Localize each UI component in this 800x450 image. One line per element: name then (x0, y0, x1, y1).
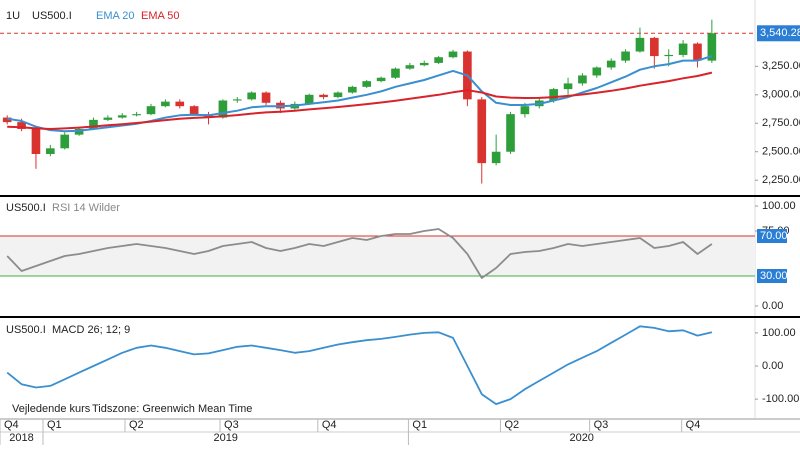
line-series (6, 228, 713, 279)
x-tick-label: Q4 (322, 419, 337, 431)
legend-entry: EMA 20 (96, 10, 135, 22)
last-price-label: 3,540.28 (760, 27, 800, 39)
level-label: 70.00 (760, 230, 788, 242)
panel-title: US500.I (6, 324, 46, 336)
candle-body (132, 114, 141, 116)
y-tick-label: 0.00 (762, 360, 783, 372)
candle-body (247, 92, 256, 100)
candle-body (693, 43, 702, 61)
candle-body (304, 94, 314, 104)
candle-body (621, 51, 630, 61)
y-tick-label: 0.00 (762, 300, 783, 312)
candle-body (376, 77, 386, 82)
candle-body (175, 101, 185, 107)
candle-body (89, 119, 98, 129)
last-price-box (757, 25, 800, 42)
panel-subtitle: RSI 14 Wilder (52, 202, 120, 214)
candle-body (31, 128, 41, 155)
candle-body (635, 37, 645, 52)
x-tick-label: Q3 (594, 419, 609, 431)
candle-body (60, 134, 70, 149)
candle-body (678, 43, 688, 55)
level-label-box (757, 229, 787, 243)
candle-body (419, 62, 429, 66)
y-tick-label: -100.00 (762, 393, 799, 405)
line-series (7, 55, 713, 133)
y-tick-label: 100.00 (762, 200, 796, 212)
candle-body (391, 68, 400, 78)
x-tick-label: Q3 (224, 419, 239, 431)
candle-body (707, 33, 717, 61)
candle-body (333, 92, 343, 98)
panel-title: US500.I (32, 10, 72, 22)
x-tick-label: Q2 (504, 419, 519, 431)
candle-body (506, 114, 515, 152)
panel-title: US500.I (6, 202, 46, 214)
candle-body (477, 99, 487, 164)
candle-body (74, 128, 84, 135)
candle-body (549, 89, 558, 101)
candle-body (448, 51, 458, 58)
candle-body (434, 57, 443, 63)
year-label: 2018 (9, 432, 33, 444)
candle-body (491, 151, 501, 164)
candle-body (520, 106, 530, 115)
x-tick-label: Q4 (4, 419, 19, 431)
candle-body (261, 92, 271, 103)
footer-note: Tidszone: Greenwich Mean Time (92, 403, 252, 415)
candle-body (664, 54, 674, 57)
candle-body (232, 99, 242, 101)
legend-entry: EMA 50 (141, 10, 180, 22)
candle-body (103, 117, 113, 120)
candle-body (17, 122, 26, 129)
interval: 1U (6, 10, 20, 22)
panel-subtitle: MACD 26; 12; 9 (52, 324, 130, 336)
candle-body (146, 106, 156, 115)
candle-body (189, 106, 199, 115)
candle-body (348, 86, 357, 93)
x-tick-label: Q1 (412, 419, 427, 431)
candle-body (563, 83, 573, 90)
candle-body (161, 101, 170, 107)
line-series (7, 71, 713, 130)
year-label: 2019 (213, 432, 237, 444)
candle-body (592, 67, 602, 76)
y-tick-label: 3,250.00 (762, 60, 800, 72)
x-tick-label: Q2 (129, 419, 144, 431)
y-tick-label: 2,500.00 (762, 146, 800, 158)
candle-body (46, 148, 55, 155)
footer-note: Vejledende kurs (12, 403, 91, 415)
candle-body (362, 81, 372, 87)
candle-body (218, 100, 228, 118)
candle-body (405, 65, 415, 69)
year-label: 2020 (569, 432, 593, 444)
candle-body (319, 94, 328, 98)
candle-body (606, 60, 616, 68)
y-tick-label: 100.00 (762, 327, 796, 339)
x-tick-label: Q1 (47, 419, 62, 431)
candle-body (578, 75, 587, 84)
line-series (6, 325, 713, 405)
y-tick-label: 3,000.00 (762, 89, 800, 101)
candle-body (2, 117, 12, 123)
y-tick-label: 2,250.00 (762, 174, 800, 186)
candle-body (117, 115, 127, 118)
candle-body (650, 37, 659, 57)
level-band (0, 236, 755, 276)
level-label-box (757, 269, 787, 283)
x-tick-label: Q4 (686, 419, 701, 431)
level-label: 30.00 (760, 270, 788, 282)
y-tick-label: 2,750.00 (762, 117, 800, 129)
